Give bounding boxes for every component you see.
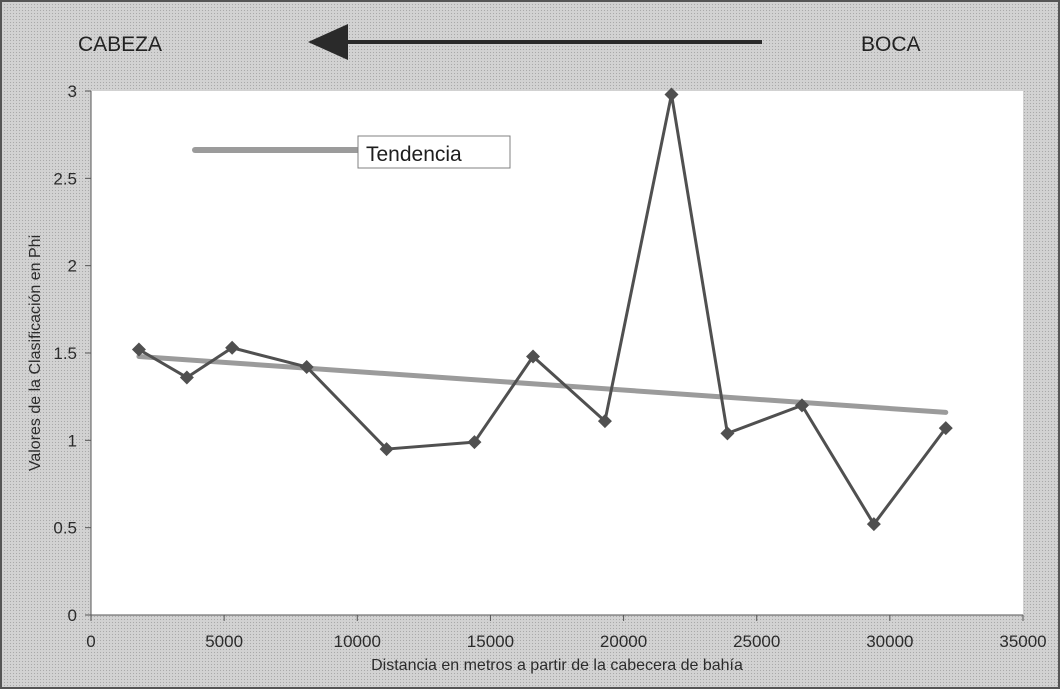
data-point-marker — [379, 442, 394, 457]
x-tick-label: 0 — [86, 632, 95, 651]
x-tick-label: 15000 — [467, 632, 514, 651]
series-marks — [131, 87, 953, 532]
data-point-marker — [131, 342, 146, 357]
data-point-marker — [794, 398, 809, 413]
mouth-label: BOCA — [861, 33, 921, 56]
data-point-marker — [938, 421, 953, 436]
x-axis-title: Distancia en metros a partir de la cabec… — [371, 657, 743, 674]
y-tick-label: 1.5 — [53, 344, 77, 363]
x-tick-label: 20000 — [600, 632, 647, 651]
data-point-marker — [225, 340, 240, 355]
data-point-marker — [526, 349, 541, 364]
y-tick-label: 0.5 — [53, 519, 77, 538]
data-point-marker — [720, 426, 735, 441]
y-tick-label: 3 — [68, 82, 77, 101]
data-point-marker — [467, 435, 482, 450]
x-tick-label: 25000 — [733, 632, 780, 651]
y-tick-label: 0 — [68, 606, 77, 625]
legend-label-tendencia: Tendencia — [366, 143, 462, 166]
plot-area — [91, 91, 1023, 615]
x-tick-label: 30000 — [866, 632, 913, 651]
legend-box — [357, 135, 511, 169]
head-label: CABEZA — [78, 33, 162, 56]
y-tick-label: 1 — [68, 431, 77, 450]
direction-arrow — [308, 24, 762, 60]
data-point-marker — [299, 359, 314, 374]
arrow-head — [308, 24, 348, 60]
data-point-marker — [866, 517, 881, 532]
x-tick-label: 35000 — [999, 632, 1046, 651]
y-tick-label: 2 — [68, 257, 77, 276]
tick-labels: 0 5000 10000 15000 20000 25000 30000 35000 0 0.5 1… — [53, 82, 1046, 651]
y-tick-label: 2.5 — [53, 169, 77, 188]
trend-line — [136, 353, 949, 415]
y-axis-title: Valores de la Clasificación en Phi — [27, 235, 44, 471]
data-point-marker — [664, 87, 679, 102]
x-tick-label: 10000 — [334, 632, 381, 651]
legend: Tendencia — [192, 135, 511, 169]
x-tick-label: 5000 — [205, 632, 243, 651]
data-point-marker — [597, 414, 612, 429]
data-point-marker — [179, 370, 194, 385]
